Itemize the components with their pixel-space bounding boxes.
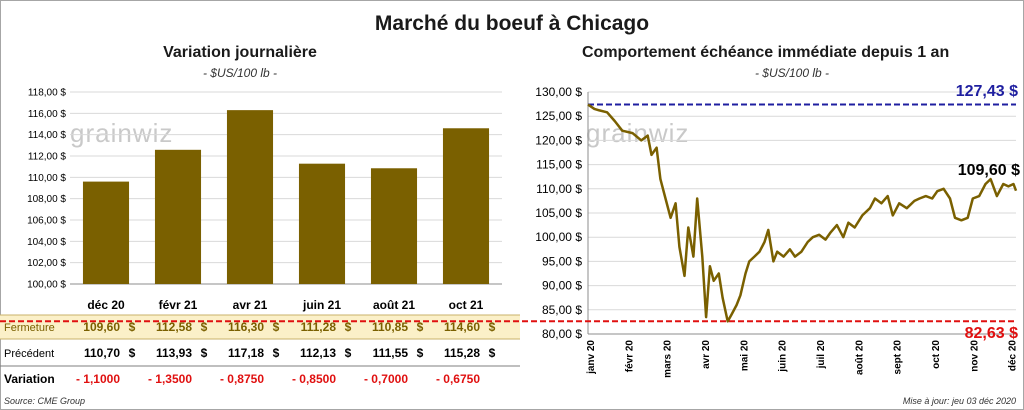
bar-y-tick-label: 100,00 $ — [27, 280, 66, 291]
table-cell-unit: $ — [273, 346, 280, 360]
bar-4 — [370, 168, 418, 284]
line-y-tick-label: 80,00 $ — [542, 327, 582, 341]
line-chart-title: Comportement échéance immédiate depuis 1… — [582, 44, 950, 61]
line-y-tick-label: 85,00 $ — [542, 303, 582, 317]
bar-chart-subtitle: - $US/100 lb - — [202, 66, 278, 80]
table-cell-unit: $ — [417, 320, 424, 334]
line-x-tick-label: déc 20 — [1008, 340, 1019, 372]
table-cell: 115,28 — [444, 346, 480, 360]
bar-y-tick-label: 110,00 $ — [28, 173, 67, 184]
watermark-right: grainwiz — [586, 118, 690, 148]
table-cell: - 0,8500 — [292, 372, 336, 386]
bar-y-tick-label: 118,00 $ — [28, 88, 67, 99]
table-cell-unit: $ — [345, 346, 352, 360]
bar-y-tick-label: 116,00 $ — [28, 109, 67, 120]
bar-y-tick-label: 102,00 $ — [27, 258, 66, 269]
table-cell: - 0,8750 — [220, 372, 264, 386]
bar-0 — [82, 181, 130, 284]
table-row-label: Fermeture — [4, 322, 55, 334]
line-x-tick-label: sept 20 — [893, 340, 904, 375]
table-cell: - 1,1000 — [76, 372, 120, 386]
line-y-tick-label: 95,00 $ — [542, 254, 582, 268]
line-x-tick-label: août 20 — [854, 340, 865, 375]
table-cell: 112,58 — [156, 320, 192, 334]
table-cell-unit: $ — [273, 320, 280, 334]
line-x-tick-label: juil 20 — [816, 340, 827, 370]
table-cell-unit: $ — [201, 346, 208, 360]
line-y-tick-label: 105,00 $ — [535, 206, 582, 220]
bar-category-label: août 21 — [373, 298, 415, 312]
source-note: Source: CME Group — [4, 396, 86, 406]
max-value-label: 127,43 $ — [956, 83, 1018, 100]
table-cell: - 1,3500 — [148, 372, 192, 386]
bar-y-tick-label: 112,00 $ — [28, 152, 67, 163]
line-x-tick-label: nov 20 — [969, 340, 980, 372]
line-y-tick-label: 100,00 $ — [535, 230, 582, 244]
table-cell-unit: $ — [489, 320, 496, 334]
table-row-label: Variation — [4, 372, 55, 386]
bar-category-label: avr 21 — [233, 298, 268, 312]
line-y-tick-label: 120,00 $ — [535, 133, 582, 147]
min-value-label: 82,63 $ — [965, 325, 1018, 342]
line-y-tick-label: 115,00 $ — [536, 158, 582, 172]
bar-category-label: déc 20 — [87, 298, 125, 312]
table-cell: 116,30 — [228, 320, 264, 334]
bar-category-label: oct 21 — [449, 298, 484, 312]
bar-5 — [442, 128, 490, 284]
line-x-tick-label: mai 20 — [739, 340, 750, 372]
line-y-tick-label: 130,00 $ — [535, 85, 582, 99]
table-cell-unit: $ — [489, 346, 496, 360]
bar-3 — [298, 163, 346, 284]
bar-y-tick-label: 108,00 $ — [27, 194, 66, 205]
table-cell: 113,93 — [156, 346, 192, 360]
table-cell: - 0,6750 — [436, 372, 480, 386]
table-cell: 109,60 — [83, 320, 120, 334]
table-cell: 111,28 — [301, 320, 337, 334]
page-title: Marché du boeuf à Chicago — [374, 12, 650, 35]
line-chart-subtitle: - $US/100 lb - — [754, 66, 830, 80]
bar-chart-title: Variation journalière — [163, 44, 317, 61]
bar-y-tick-label: 106,00 $ — [27, 216, 66, 227]
line-x-tick-label: avr 20 — [701, 340, 712, 369]
bar-2 — [226, 110, 274, 284]
table-cell: 112,13 — [300, 346, 336, 360]
table-cell: - 0,7000 — [364, 372, 408, 386]
line-x-tick-label: juin 20 — [778, 340, 789, 373]
line-x-tick-label: févr 20 — [624, 340, 635, 373]
line-y-tick-label: 90,00 $ — [542, 279, 582, 293]
line-y-tick-label: 125,00 $ — [535, 109, 582, 123]
table-cell-unit: $ — [201, 320, 208, 334]
bar-y-tick-label: 104,00 $ — [27, 237, 66, 248]
table-cell-unit: $ — [129, 346, 136, 360]
price-line-series — [587, 103, 1018, 323]
table-cell: 110,70 — [84, 346, 120, 360]
line-x-tick-label: mars 20 — [663, 340, 674, 378]
table-cell-unit: $ — [129, 320, 136, 334]
table-cell: 114,60 — [444, 320, 480, 334]
bar-1 — [154, 149, 202, 284]
line-y-tick-label: 110,00 $ — [536, 182, 582, 196]
bar-category-label: févr 21 — [159, 298, 198, 312]
line-x-tick-label: janv 20 — [586, 340, 597, 375]
fermeture-row-band — [0, 315, 520, 339]
last-value-label: 109,60 $ — [958, 162, 1020, 179]
bar-y-tick-label: 114,00 $ — [28, 130, 67, 141]
table-cell-unit: $ — [417, 346, 424, 360]
table-row-label: Précédent — [4, 348, 54, 360]
table-cell: 111,55 — [373, 346, 409, 360]
update-note: Mise à jour: jeu 03 déc 2020 — [902, 396, 1016, 406]
table-cell: 110,85 — [372, 320, 408, 334]
watermark-left: grainwiz — [70, 118, 174, 148]
table-cell-unit: $ — [345, 320, 352, 334]
line-x-tick-label: oct 20 — [931, 340, 942, 369]
bar-category-label: juin 21 — [302, 298, 341, 312]
table-cell: 117,18 — [228, 346, 264, 360]
